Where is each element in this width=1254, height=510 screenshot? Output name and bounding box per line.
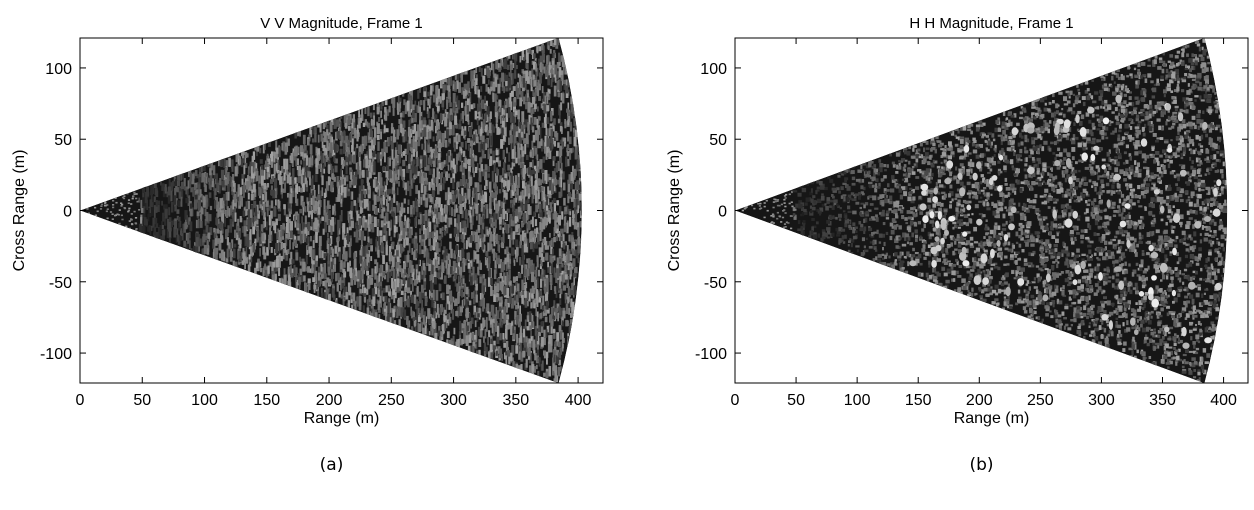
sector-image bbox=[80, 37, 582, 384]
x-tick-label: 400 bbox=[565, 392, 592, 409]
x-tick-label: 0 bbox=[76, 392, 85, 409]
y-tick-label: 0 bbox=[718, 204, 727, 221]
y-tick-label: 100 bbox=[45, 61, 72, 78]
x-axis-label: Range (m) bbox=[304, 410, 380, 427]
speckle-texture bbox=[86, 37, 582, 384]
x-tick-label: 300 bbox=[440, 392, 467, 409]
x-tick-label: 100 bbox=[844, 392, 871, 409]
y-axis-label: Cross Range (m) bbox=[11, 150, 28, 272]
x-tick-label: 200 bbox=[316, 392, 343, 409]
y-tick-label: -50 bbox=[704, 275, 727, 292]
y-tick-label: 100 bbox=[700, 61, 727, 78]
speckle-texture bbox=[741, 37, 1228, 382]
y-tick-label: -100 bbox=[695, 346, 727, 363]
x-tick-label: 250 bbox=[378, 392, 405, 409]
x-tick-label: 350 bbox=[502, 392, 529, 409]
x-tick-label: 300 bbox=[1088, 392, 1115, 409]
panel-caption: (a) bbox=[320, 455, 344, 475]
y-axis-label: Cross Range (m) bbox=[666, 150, 683, 272]
x-tick-label: 200 bbox=[966, 392, 993, 409]
panel-caption: (b) bbox=[969, 455, 993, 475]
y-tick-label: -100 bbox=[40, 346, 72, 363]
panel-b: 0 50 100 150 200 250 300 350 400 -100 -50 0 50 100 H H… bbox=[666, 15, 1249, 475]
sector-image bbox=[735, 37, 1228, 384]
chart-title: V V Magnitude, Frame 1 bbox=[260, 15, 423, 32]
chart-title: H H Magnitude, Frame 1 bbox=[909, 15, 1073, 32]
y-tick-label: 50 bbox=[709, 132, 727, 149]
x-tick-label: 350 bbox=[1149, 392, 1176, 409]
x-tick-label: 150 bbox=[905, 392, 932, 409]
x-tick-label: 50 bbox=[787, 392, 805, 409]
x-tick-label: 0 bbox=[731, 392, 740, 409]
y-tick-label: 0 bbox=[63, 204, 72, 221]
x-tick-label: 50 bbox=[133, 392, 151, 409]
y-tick-label: -50 bbox=[49, 275, 72, 292]
y-tick-label: 50 bbox=[54, 132, 72, 149]
x-tick-label: 150 bbox=[253, 392, 280, 409]
x-tick-label: 250 bbox=[1027, 392, 1054, 409]
x-axis-label: Range (m) bbox=[954, 410, 1030, 427]
panel-a: 0 50 100 150 200 250 300 350 400 -100 -50 0 50 100 V V… bbox=[11, 15, 604, 475]
x-tick-label: 400 bbox=[1210, 392, 1237, 409]
x-tick-label: 100 bbox=[191, 392, 218, 409]
